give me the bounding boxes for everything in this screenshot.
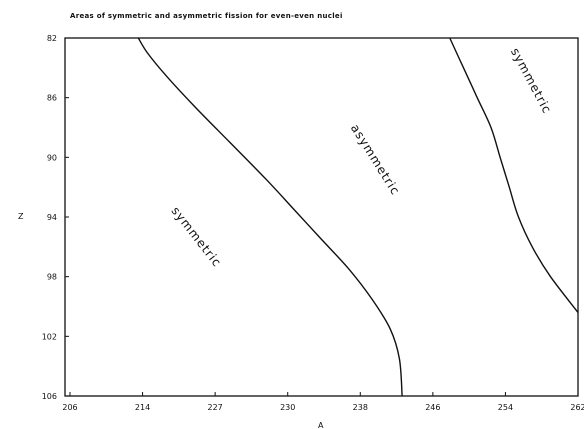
x-tick-label: 230 [280,403,295,412]
region-label: asymmetric [348,122,403,198]
y-axis-label: Z [18,212,24,221]
x-tick-label: 214 [135,403,150,412]
chart-title: Areas of symmetric and asymmetric fissio… [70,12,343,20]
y-tick-label: 82 [47,34,57,43]
y-tick-label: 86 [47,94,57,103]
plot-frame [64,37,579,397]
x-tick-label: 206 [62,403,77,412]
y-tick-labels: 82 86 90 94 98 102 106 [42,34,57,401]
y-tick-label: 98 [47,273,57,282]
region-label: symmetric [508,46,554,117]
x-axis-label: A [318,421,324,429]
boundary-line-2 [449,37,579,313]
x-tick-label: 254 [498,403,513,412]
y-tick-label: 106 [42,392,57,401]
x-tick-labels: 206 214 227 230 238 246 254 262 [62,403,584,412]
x-tick-label: 262 [570,403,584,412]
x-tick-label: 227 [208,403,223,412]
axis-ticks [65,37,579,397]
x-tick-label: 238 [353,403,368,412]
y-tick-label: 102 [42,332,57,341]
region-label: symmetric [169,204,225,270]
x-tick-label: 246 [425,403,440,412]
region-labels: symmetric asymmetric symmetric [169,46,555,270]
boundary-curves [137,37,579,397]
y-tick-label: 90 [47,153,57,162]
y-tick-label: 94 [47,213,57,222]
boundary-line-1 [137,37,403,397]
